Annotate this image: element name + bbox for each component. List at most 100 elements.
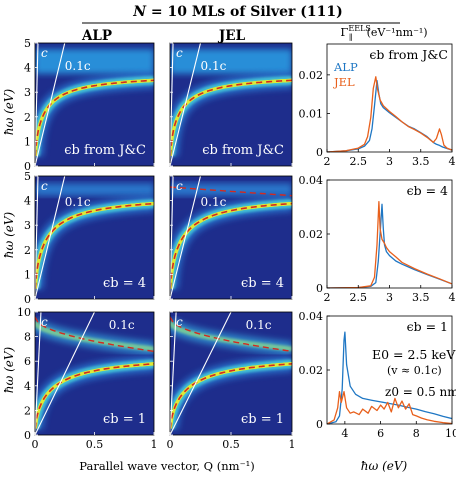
fit-dashed-curve xyxy=(170,202,292,289)
x-tick-label: 8 xyxy=(413,427,420,440)
panel-label: ϵb = 4 xyxy=(241,276,284,291)
light-line-label-slow: 0.1c xyxy=(65,59,91,73)
series-line-jel xyxy=(327,76,452,152)
y-tick-label: 2 xyxy=(24,404,31,417)
light-line-0.1c xyxy=(170,312,232,435)
y-tick-label: 2 xyxy=(24,111,31,124)
light-line-label-slow: 0.1c xyxy=(246,318,272,332)
panel-label: ϵb from J&C xyxy=(64,143,146,158)
light-line-label-c: c xyxy=(176,46,183,60)
column-title-alp: ALP xyxy=(81,28,112,44)
light-line-label-c: c xyxy=(176,179,183,193)
series-line-jel xyxy=(327,200,452,288)
light-line-label-slow: 0.1c xyxy=(65,195,91,209)
series-line-alp xyxy=(327,79,452,152)
fit-dashed-curve xyxy=(35,79,154,156)
x-tick-label: 0 xyxy=(32,438,39,451)
light-line-label-slow: 0.1c xyxy=(109,318,135,332)
panel-label: ϵb = 4 xyxy=(407,183,448,198)
legend-entry-jel: JEL xyxy=(333,75,355,89)
y-tick-label: 10 xyxy=(17,306,31,319)
light-line-0.1c xyxy=(35,43,66,166)
y-tick-label: 3 xyxy=(24,86,31,99)
y-tick-label: 0 xyxy=(24,160,31,173)
dispersion-ylabel-row1: ħω (eV) xyxy=(2,88,16,135)
upper-band xyxy=(170,49,292,74)
light-line-c xyxy=(35,43,39,166)
light-line-label-c: c xyxy=(41,315,48,329)
x-tick-label: 2 xyxy=(324,155,331,168)
spectrum-panel-row3: 0 0.02 0.04 4 6 8 10 ϵb = 1 E0 = 2.5 keV (v ≈ 0.1… xyxy=(299,310,456,440)
panel-label: ϵb = 1 xyxy=(103,412,146,427)
y-tick-label: 0 xyxy=(24,429,31,442)
x-tick-label: 10 xyxy=(445,427,456,440)
y-tick-label: 0.02 xyxy=(299,69,324,82)
series-line-alp xyxy=(327,203,452,288)
light-line-label-c: c xyxy=(41,46,48,60)
legend-entry-alp: ALP xyxy=(333,60,358,74)
light-line-0.1c xyxy=(170,176,202,299)
upper-mode-core xyxy=(170,320,292,352)
y-tick-label: 0.02 xyxy=(299,228,324,241)
light-line-c xyxy=(170,312,177,435)
dispersion-panel-alp-row2: c 0.1c ϵb = 4 0 1 2 3 4 5 xyxy=(24,170,155,306)
fit-dashed-upper xyxy=(35,316,154,353)
light-line-label-slow: 0.1c xyxy=(201,195,227,209)
panel-label: ϵb from J&C xyxy=(369,47,448,62)
upper-band xyxy=(35,49,154,74)
dispersion-panel-jel-row3: c 0.1c ϵb = 1 0 0.5 1 xyxy=(167,311,296,451)
y-tick-label: 0.02 xyxy=(299,364,324,377)
upper-band xyxy=(35,183,154,196)
figure-title: N = 10 MLs of Silver (111) xyxy=(132,4,342,20)
light-line-label-slow: 0.1c xyxy=(201,59,227,73)
y-tick-label: 4 xyxy=(24,62,31,75)
annotation-energy: E0 = 2.5 keV xyxy=(372,347,456,362)
fit-dashed-upper xyxy=(170,316,292,353)
upper-band xyxy=(170,183,292,196)
panel-label: ϵb = 1 xyxy=(407,319,448,334)
y-tick-label: 0.04 xyxy=(299,174,324,187)
y-tick-label: 0 xyxy=(316,418,323,431)
x-tick-label: 3.5 xyxy=(412,155,430,168)
x-tick-label: 4 xyxy=(449,155,456,168)
x-tick-label: 0 xyxy=(167,438,174,451)
light-line-c xyxy=(170,176,174,299)
fit-dashed-curve xyxy=(35,202,154,289)
dispersion-ylabel-row3: ħω (eV) xyxy=(2,346,16,393)
upper-mode-core xyxy=(35,320,154,352)
panel-label: ϵb = 4 xyxy=(103,276,146,291)
y-tick-label: 0 xyxy=(24,293,31,306)
y-tick-label: 0.01 xyxy=(299,107,324,120)
x-tick-label: 3 xyxy=(386,291,393,304)
dispersion-panel-alp-row3: c 0.1c ϵb = 1 0 2 4 6 8 10 0 0.5 1 xyxy=(17,306,158,451)
x-tick-label: 2.5 xyxy=(350,155,368,168)
y-tick-label: 5 xyxy=(24,170,31,183)
light-line-label-c: c xyxy=(41,179,48,193)
y-tick-label: 0 xyxy=(316,146,323,159)
y-tick-label: 5 xyxy=(24,37,31,50)
panel-label: ϵb from J&C xyxy=(202,143,284,158)
y-tick-label: 6 xyxy=(24,355,31,368)
x-tick-label: 3 xyxy=(386,155,393,168)
series-line-alp xyxy=(327,331,452,424)
fit-dashed-curve xyxy=(170,363,292,429)
x-tick-label: 2 xyxy=(324,291,331,304)
light-line-c xyxy=(35,176,39,299)
dispersion-xlabel: Parallel wave vector, Q (nm⁻¹) xyxy=(79,459,254,473)
x-tick-label: 4 xyxy=(449,291,456,304)
y-tick-label: 1 xyxy=(24,135,31,148)
y-tick-label: 1 xyxy=(24,268,31,281)
annotation-velocity: (v ≈ 0.1c) xyxy=(387,364,442,377)
x-tick-label: 0.5 xyxy=(222,438,240,451)
light-line-0.1c xyxy=(35,312,95,435)
dispersion-ylabel-row2: ħω (eV) xyxy=(2,211,16,258)
x-tick-label: 4 xyxy=(341,427,348,440)
column-title-jel: JEL xyxy=(218,28,246,44)
x-tick-label: 6 xyxy=(377,427,384,440)
light-line-label-c: c xyxy=(176,315,183,329)
panel-label: ϵb = 1 xyxy=(241,412,284,427)
x-tick-label: 3.5 xyxy=(412,291,430,304)
fit-dashed-curve xyxy=(35,363,154,429)
x-tick-label: 1 xyxy=(289,438,296,451)
y-tick-label: 0.04 xyxy=(299,310,324,323)
